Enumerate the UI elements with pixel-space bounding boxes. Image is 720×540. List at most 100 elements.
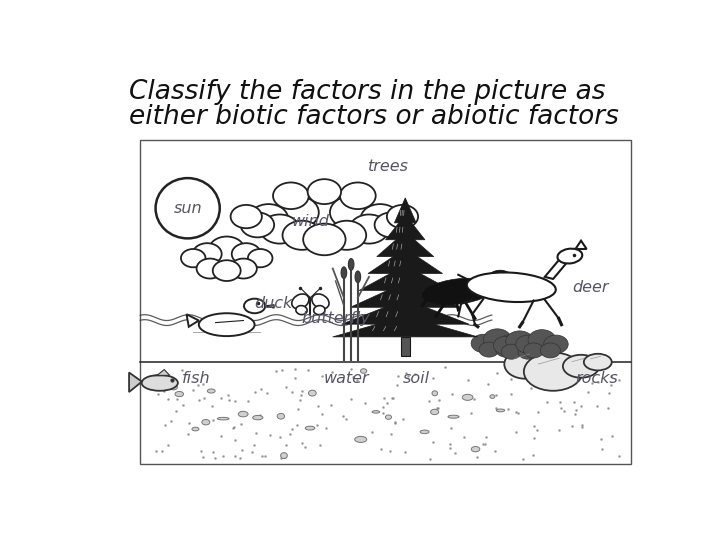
Circle shape (349, 214, 389, 244)
Text: rocks: rocks (575, 371, 618, 386)
Point (160, 421, 171, 429)
Point (299, 442, 310, 451)
Point (206, 402, 217, 410)
Circle shape (303, 224, 346, 255)
Point (264, 431, 276, 440)
Ellipse shape (312, 294, 329, 309)
Ellipse shape (308, 390, 316, 396)
Point (528, 433, 539, 442)
Ellipse shape (238, 411, 248, 417)
Point (177, 400, 189, 409)
Point (235, 420, 247, 428)
Ellipse shape (372, 410, 379, 413)
Circle shape (240, 212, 274, 238)
Point (275, 454, 287, 463)
Point (182, 429, 194, 438)
Text: fish: fish (182, 371, 211, 386)
Point (593, 377, 604, 386)
Text: trees: trees (368, 159, 409, 174)
Point (210, 454, 221, 463)
Point (528, 422, 539, 430)
Point (229, 396, 240, 405)
Circle shape (274, 196, 319, 229)
Text: water: water (324, 371, 369, 386)
Point (531, 426, 543, 435)
Point (613, 451, 624, 460)
Point (389, 417, 400, 426)
Point (197, 453, 209, 462)
Text: Classify the factors in the picture as: Classify the factors in the picture as (129, 79, 606, 105)
Point (284, 429, 296, 438)
Point (256, 451, 268, 460)
Ellipse shape (490, 395, 495, 399)
Point (505, 374, 517, 383)
Circle shape (505, 331, 534, 352)
Ellipse shape (584, 354, 612, 370)
Point (260, 452, 271, 461)
Point (490, 390, 502, 399)
Circle shape (374, 212, 408, 238)
Ellipse shape (341, 267, 347, 279)
Point (591, 402, 603, 410)
Point (400, 369, 412, 377)
Point (345, 364, 356, 373)
Point (446, 424, 457, 433)
Point (312, 402, 323, 411)
Point (444, 439, 456, 448)
Circle shape (282, 221, 322, 250)
Point (390, 418, 401, 427)
Circle shape (213, 260, 240, 281)
Ellipse shape (563, 355, 599, 377)
Point (248, 440, 260, 449)
Point (575, 401, 587, 410)
Point (510, 368, 522, 376)
Point (428, 406, 440, 415)
Circle shape (516, 335, 540, 353)
Point (168, 379, 179, 388)
Polygon shape (341, 299, 469, 324)
Point (230, 451, 241, 460)
Point (510, 408, 521, 416)
Circle shape (361, 204, 400, 233)
Ellipse shape (142, 375, 178, 391)
Point (539, 372, 551, 380)
Ellipse shape (199, 313, 255, 336)
Text: duck: duck (255, 296, 293, 312)
Point (379, 394, 390, 402)
Text: wind: wind (292, 214, 329, 230)
Bar (140, 140, 631, 464)
Point (533, 407, 544, 416)
Point (295, 390, 307, 399)
Point (196, 447, 207, 455)
Point (568, 397, 580, 406)
Polygon shape (351, 282, 460, 307)
Point (554, 398, 566, 407)
Point (247, 448, 258, 457)
Point (595, 435, 607, 443)
Point (143, 381, 155, 390)
Ellipse shape (156, 178, 220, 238)
Point (320, 423, 331, 432)
Point (280, 440, 292, 449)
Point (207, 448, 218, 456)
Circle shape (248, 249, 272, 267)
Point (433, 403, 444, 412)
Point (351, 376, 363, 384)
Point (294, 396, 305, 404)
Point (187, 386, 199, 394)
Point (538, 370, 549, 379)
Polygon shape (368, 248, 443, 274)
Point (156, 447, 168, 455)
Point (576, 422, 588, 431)
Point (424, 455, 436, 464)
Circle shape (523, 343, 544, 358)
Point (491, 369, 503, 377)
Ellipse shape (202, 420, 210, 425)
Point (366, 428, 378, 437)
Point (152, 390, 163, 399)
Circle shape (197, 259, 223, 279)
Point (230, 435, 241, 444)
Point (217, 452, 229, 461)
Point (387, 394, 398, 402)
Point (472, 453, 483, 462)
